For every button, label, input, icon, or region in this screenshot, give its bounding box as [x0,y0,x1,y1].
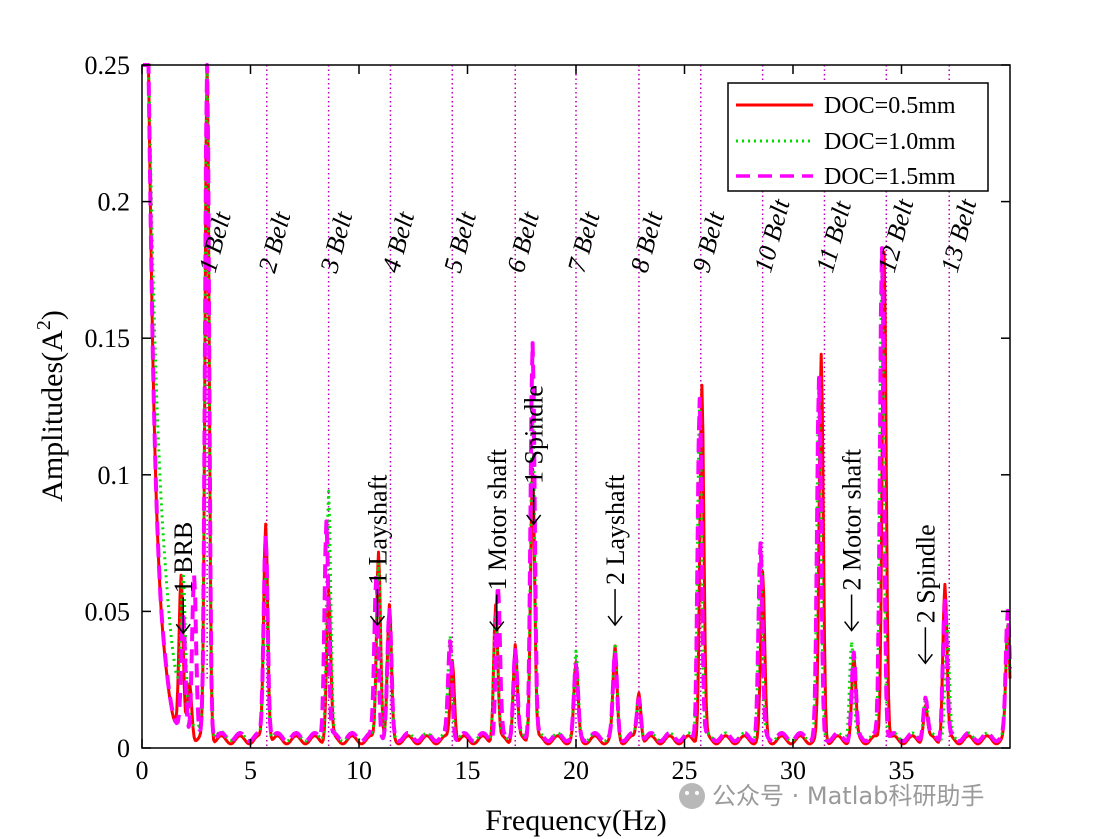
harmonic-label: 13 Belt [935,195,982,275]
harmonic-label: 3 Belt [314,208,358,276]
legend-label-doc-1-0: DOC=1.0mm [824,129,956,155]
y-tick-label: 0.15 [85,324,131,353]
y-tick-label: 0.2 [98,188,131,217]
annotation-label: 1 BRB [169,522,198,594]
x-axis-label: Frequency(Hz) [485,804,667,837]
x-tick-label: 5 [244,756,257,785]
wechat-icon [679,783,705,809]
annotation-arrowhead [175,623,191,635]
y-tick-label: 0.25 [85,51,131,80]
watermark: 公众号 · Matlab科研助手 [679,782,984,810]
y-tick-label: 0.05 [85,597,131,626]
legend-label-doc-0-5: DOC=0.5mm [824,93,956,119]
annotation-arrowhead [917,653,933,665]
annotation-arrowhead [843,621,860,632]
x-tick-label: 15 [455,756,481,785]
annotation-arrowhead [526,514,542,526]
harmonic-label: 5 Belt [438,208,482,276]
harmonic-label: 11 Belt [810,197,857,275]
series-layer [142,63,1012,746]
x-tick-label: 35 [889,756,915,785]
harmonic-label: 2 Belt [253,208,297,276]
annotation-arrowhead [607,615,623,627]
harmonic-label: 6 Belt [501,208,545,276]
wechat-icon-eye-left [685,791,689,795]
y-tick-label: 0.1 [98,461,131,490]
x-tick-label: 10 [346,756,372,785]
harmonic-labels: 1 Belt 2 Belt 3 Belt 4 Belt 5 Belt 6 Belt 7 Be… [193,195,983,276]
harmonic-label: 9 Belt [687,208,731,276]
annotations: 1 BRB 1 Layshaft 1 Motor shaft 1 Spindle 2 L… [169,385,940,665]
x-tick-label: 25 [672,756,698,785]
watermark-text: 公众号 · Matlab科研助手 [712,782,984,810]
harmonic-label: 12 Belt [872,195,919,275]
legend: DOC=0.5mm DOC=1.0mm DOC=1.5mm [727,82,989,192]
annotation-label: 1 Motor shaft [483,448,512,590]
series-line [142,63,1012,744]
annotation-label: 1 Spindle [520,385,549,484]
x-tick-label: 20 [563,756,589,785]
x-tick-label: 30 [780,756,806,785]
annotation-label: 1 Layshaft [363,474,392,585]
annotation-arrowhead [489,621,505,632]
wechat-icon-eye-right [695,791,699,795]
legend-box [727,82,989,192]
harmonic-label: 4 Belt [376,208,420,276]
harmonic-label: 8 Belt [625,208,669,276]
y-axis-label: Amplitudes(A2) [33,310,69,502]
harmonic-label: 7 Belt [562,208,606,276]
annotation-label: 2 Spindle [911,524,940,623]
legend-label-doc-1-5: DOC=1.5mm [824,164,956,190]
annotation-label: 2 Layshaft [601,474,630,585]
x-tick-label: 0 [136,756,149,785]
y-tick-label: 0 [117,734,130,763]
harmonic-label: 10 Belt [748,195,795,275]
annotation-arrowhead [369,615,386,627]
annotation-label: 2 Motor shaft [838,448,867,590]
axis-ticks: 0 5 10 15 20 25 30 35 0 0.05 0.1 0.15 0.2 0.25 [85,51,1010,785]
harmonic-label: 1 Belt [193,208,237,276]
